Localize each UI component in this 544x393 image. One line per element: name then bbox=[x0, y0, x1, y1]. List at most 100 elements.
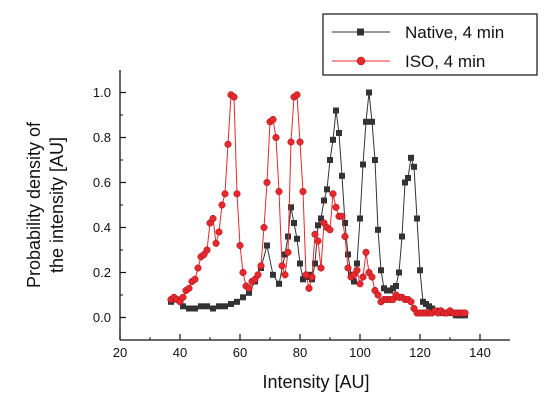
data-point-native bbox=[330, 136, 336, 143]
data-point-iso bbox=[236, 241, 244, 250]
data-point-native bbox=[408, 154, 414, 161]
data-point-native bbox=[345, 251, 351, 258]
data-point-iso bbox=[203, 246, 211, 254]
data-point-iso bbox=[194, 264, 202, 272]
tick-layer: 20 40 60 80 100 120 140 0.0 0.2 0.4 0.6 0.8 1.0 bbox=[93, 85, 491, 360]
data-point-iso bbox=[296, 138, 304, 146]
data-point-native bbox=[372, 157, 378, 163]
data-point-native bbox=[270, 271, 276, 278]
data-point-native bbox=[276, 280, 282, 287]
data-point-iso bbox=[260, 223, 268, 232]
legend: Native, 4 min ISO, 4 min bbox=[322, 13, 538, 76]
series-line-0 bbox=[170, 92, 465, 316]
data-point-native bbox=[210, 305, 216, 312]
legend-marker-iso bbox=[356, 56, 366, 66]
data-point-iso bbox=[185, 284, 193, 292]
data-point-iso bbox=[293, 91, 301, 99]
data-point-native bbox=[228, 301, 234, 307]
data-point-native bbox=[357, 215, 363, 222]
data-point-native bbox=[378, 267, 384, 274]
data-point-iso bbox=[329, 190, 337, 198]
y-axis-label-line-2: the intensity [AU] bbox=[47, 137, 67, 273]
data-point-iso bbox=[209, 214, 217, 223]
data-point-iso bbox=[215, 228, 223, 236]
data-point-iso bbox=[338, 212, 346, 220]
data-point-native bbox=[222, 303, 228, 310]
x-tick-label: 100 bbox=[349, 345, 371, 360]
data-point-iso bbox=[239, 268, 247, 277]
data-point-iso bbox=[233, 190, 241, 198]
series-layer bbox=[167, 89, 469, 319]
data-point-iso bbox=[221, 190, 229, 198]
data-point-native bbox=[339, 172, 345, 179]
data-point-iso bbox=[218, 201, 226, 209]
x-tick-label: 120 bbox=[409, 345, 431, 360]
data-point-iso bbox=[230, 93, 238, 101]
data-point-native bbox=[336, 130, 342, 136]
data-point-native bbox=[366, 89, 372, 96]
data-point-native bbox=[363, 118, 369, 125]
data-point-iso bbox=[311, 230, 319, 238]
data-point-iso bbox=[326, 226, 334, 234]
data-point-iso bbox=[179, 293, 187, 301]
data-point-iso bbox=[305, 284, 313, 292]
y-tick-label: 0.4 bbox=[93, 220, 111, 235]
data-point-native bbox=[411, 163, 417, 170]
legend-label-native: Native, 4 min bbox=[405, 23, 504, 42]
data-point-native bbox=[192, 305, 198, 312]
data-point-native bbox=[180, 303, 186, 310]
data-point-iso bbox=[461, 309, 469, 317]
y-axis-label-line-1: Probability density of bbox=[24, 121, 44, 288]
data-point-iso bbox=[362, 248, 370, 256]
data-point-iso bbox=[374, 291, 382, 299]
data-point-native bbox=[393, 283, 399, 289]
data-point-iso bbox=[407, 298, 415, 306]
x-tick-label: 20 bbox=[113, 345, 127, 360]
data-point-native bbox=[234, 298, 240, 305]
data-point-iso bbox=[191, 275, 199, 283]
data-point-iso bbox=[275, 187, 283, 196]
data-point-native bbox=[291, 220, 297, 226]
data-point-native bbox=[216, 303, 222, 310]
data-point-iso bbox=[269, 115, 277, 124]
y-tick-label: 0.2 bbox=[93, 265, 111, 280]
data-point-native bbox=[417, 267, 423, 274]
data-point-native bbox=[240, 294, 246, 301]
data-point-iso bbox=[308, 273, 316, 281]
data-point-native bbox=[369, 118, 375, 125]
data-point-iso bbox=[359, 273, 367, 281]
x-tick-label: 60 bbox=[233, 345, 247, 360]
data-point-native bbox=[264, 242, 270, 249]
data-point-native bbox=[204, 303, 210, 310]
data-point-iso bbox=[344, 264, 352, 272]
data-point-iso bbox=[281, 271, 289, 279]
data-point-iso bbox=[263, 178, 271, 187]
x-axis-label: Intensity [AU] bbox=[262, 372, 369, 392]
data-point-iso bbox=[356, 280, 364, 288]
data-point-native bbox=[315, 222, 321, 229]
data-point-native bbox=[312, 260, 318, 267]
data-point-iso bbox=[212, 239, 220, 247]
data-point-native bbox=[288, 204, 294, 211]
x-tick-label: 80 bbox=[293, 345, 307, 360]
data-point-native bbox=[324, 186, 330, 193]
data-point-iso bbox=[272, 133, 280, 142]
data-point-iso bbox=[341, 232, 349, 241]
data-point-native bbox=[360, 161, 366, 168]
data-point-iso bbox=[254, 271, 262, 279]
data-point-iso bbox=[224, 140, 232, 148]
y-tick-label: 0.6 bbox=[93, 175, 111, 190]
data-point-native bbox=[321, 197, 327, 204]
data-point-iso bbox=[287, 138, 295, 146]
data-point-native bbox=[342, 220, 348, 226]
data-point-iso bbox=[245, 284, 253, 292]
legend-marker-native bbox=[357, 28, 364, 36]
data-point-iso bbox=[353, 266, 361, 274]
data-point-native bbox=[351, 278, 357, 285]
data-point-native bbox=[354, 260, 360, 267]
data-point-native bbox=[414, 215, 420, 222]
data-point-iso bbox=[314, 237, 322, 245]
legend-box bbox=[322, 13, 538, 76]
data-point-iso bbox=[257, 262, 265, 270]
data-point-native bbox=[333, 107, 339, 114]
